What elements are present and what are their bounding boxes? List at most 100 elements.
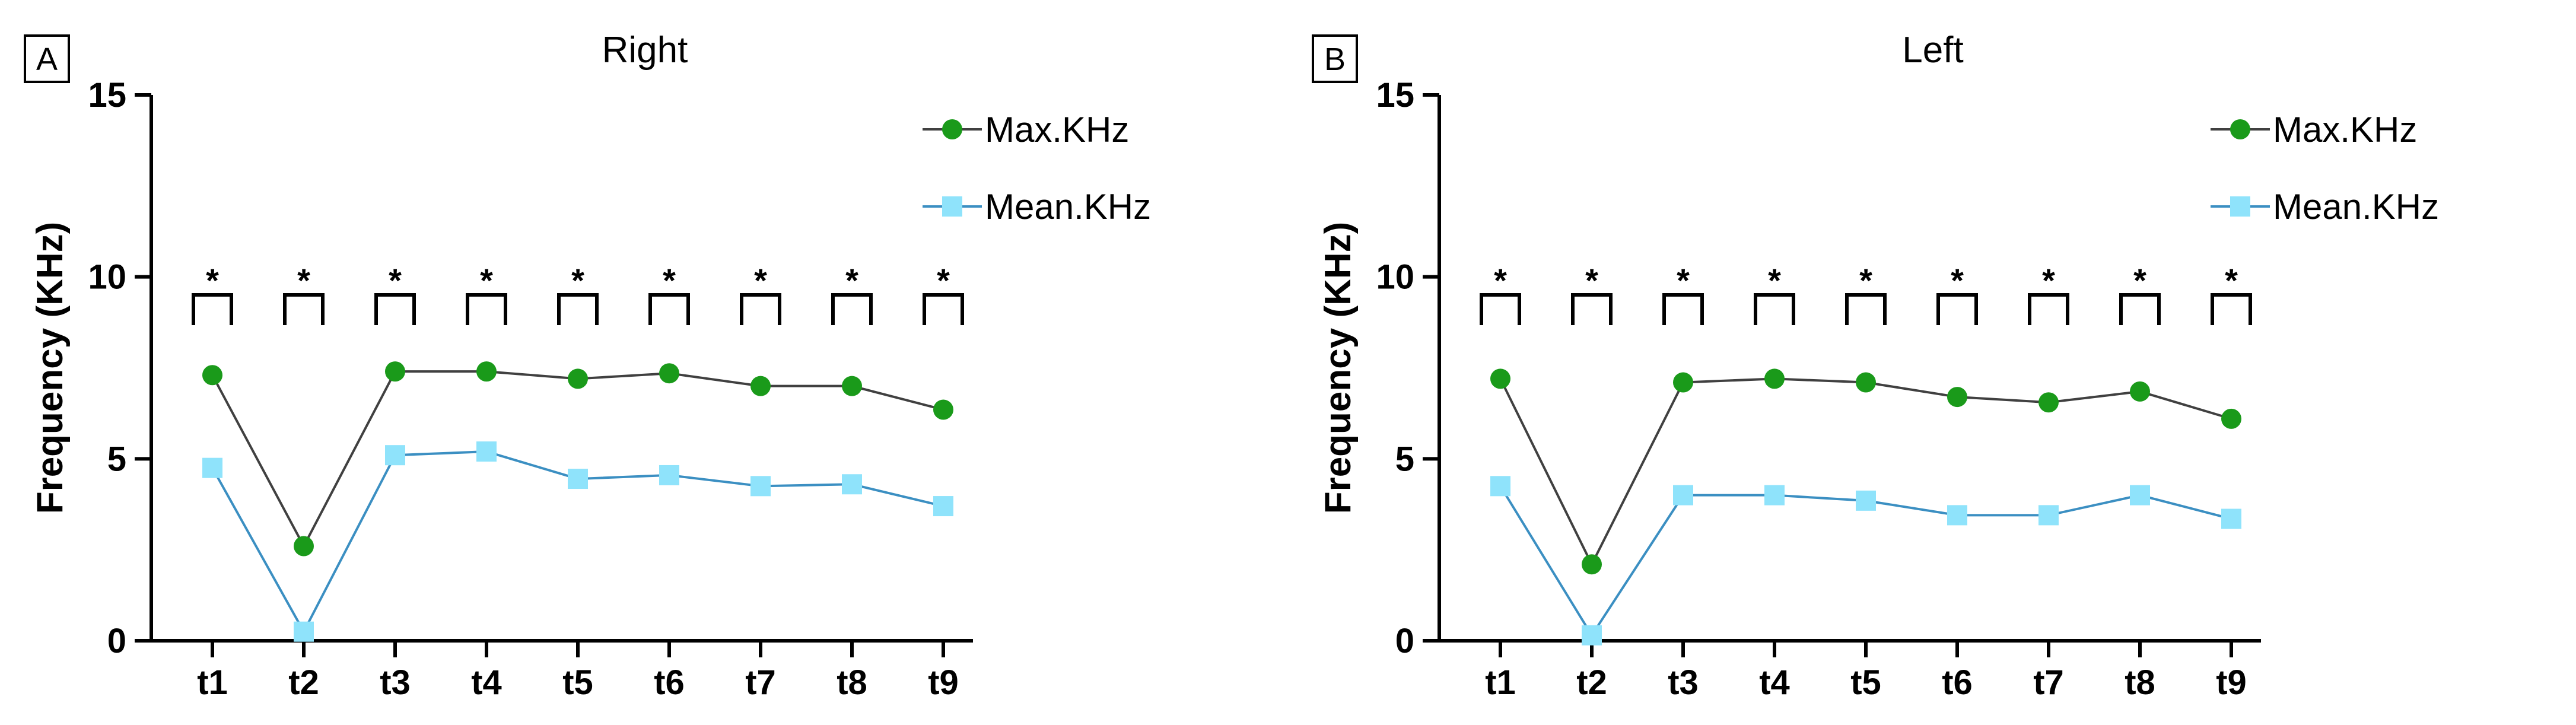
y-axis-label: Frequency (KHz) bbox=[30, 222, 71, 514]
data-point-mean bbox=[1582, 625, 1602, 645]
chart-title: Left bbox=[1902, 30, 1963, 71]
significance-bracket bbox=[740, 293, 781, 325]
data-point-mean bbox=[1947, 505, 1967, 526]
significance-star: * bbox=[937, 262, 950, 299]
legend-label: Mean.KHz bbox=[985, 187, 1151, 227]
data-point-mean bbox=[294, 621, 314, 642]
data-point-max bbox=[842, 376, 862, 396]
x-tick-label: t3 bbox=[380, 663, 411, 702]
significance-star: * bbox=[2133, 262, 2146, 299]
x-tick-label: t2 bbox=[1576, 663, 1607, 702]
significance-bracket bbox=[374, 293, 416, 325]
x-tick-label: t5 bbox=[562, 663, 593, 702]
significance-bracket bbox=[1754, 293, 1795, 325]
significance-bracket bbox=[2119, 293, 2161, 325]
panel-label-box bbox=[24, 34, 70, 83]
legend-marker-max bbox=[2230, 119, 2250, 139]
data-point-mean bbox=[1673, 485, 1693, 505]
data-point-mean bbox=[202, 457, 222, 478]
significance-bracket bbox=[831, 293, 873, 325]
data-point-max bbox=[1582, 554, 1602, 575]
significance-star: * bbox=[845, 262, 858, 299]
y-tick-label: 15 bbox=[1376, 76, 1414, 115]
data-point-mean bbox=[1490, 476, 1510, 497]
data-point-mean bbox=[750, 476, 771, 497]
significance-star: * bbox=[1768, 262, 1781, 299]
significance-star: * bbox=[571, 262, 584, 299]
data-point-max bbox=[1673, 372, 1693, 393]
significance-bracket bbox=[2211, 293, 2252, 325]
data-point-max bbox=[294, 536, 314, 557]
y-tick-label: 5 bbox=[1395, 440, 1414, 478]
x-tick-label: t1 bbox=[197, 663, 228, 702]
significance-bracket bbox=[557, 293, 599, 325]
legend-label: Max.KHz bbox=[985, 110, 1129, 150]
x-tick-label: t2 bbox=[288, 663, 319, 702]
significance-bracket bbox=[1662, 293, 1704, 325]
data-point-mean bbox=[2221, 508, 2241, 529]
data-point-max bbox=[476, 361, 497, 382]
significance-star: * bbox=[389, 262, 402, 299]
significance-bracket bbox=[192, 293, 233, 325]
significance-bracket bbox=[1571, 293, 1613, 325]
significance-star: * bbox=[206, 262, 219, 299]
y-tick-label: 10 bbox=[88, 258, 126, 297]
legend-marker-max bbox=[942, 119, 962, 139]
x-tick-label: t3 bbox=[1668, 663, 1699, 702]
y-tick-label: 0 bbox=[107, 622, 126, 660]
significance-star: * bbox=[297, 262, 310, 299]
significance-star: * bbox=[1585, 262, 1598, 299]
data-point-mean bbox=[568, 469, 588, 489]
chart-title: Right bbox=[602, 30, 688, 71]
x-tick-label: t6 bbox=[1942, 663, 1973, 702]
y-tick-label: 0 bbox=[1395, 622, 1414, 660]
x-tick-label: t7 bbox=[2033, 663, 2064, 702]
significance-bracket bbox=[283, 293, 325, 325]
significance-star: * bbox=[2042, 262, 2055, 299]
y-tick-label: 10 bbox=[1376, 258, 1414, 297]
data-point-max bbox=[202, 365, 222, 386]
legend-marker-mean bbox=[2230, 196, 2250, 217]
chart-panel-left: B Left Frequency (KHz) 0 5 10 15 t1 t2 t3 t4 t5 t6 t7… bbox=[1312, 30, 2439, 702]
data-point-max bbox=[568, 368, 588, 389]
panel-label: B bbox=[1324, 42, 1346, 77]
significance-bracket bbox=[1480, 293, 1521, 325]
x-tick-label: t5 bbox=[1850, 663, 1881, 702]
significance-bracket bbox=[2028, 293, 2069, 325]
x-tick-label: t7 bbox=[745, 663, 776, 702]
significance-star: * bbox=[754, 262, 767, 299]
data-point-max bbox=[2038, 392, 2059, 413]
significance-bracket bbox=[1845, 293, 1887, 325]
significance-star: * bbox=[2225, 262, 2238, 299]
legend-marker-mean bbox=[942, 196, 962, 217]
significance-bracket bbox=[1936, 293, 1978, 325]
significance-star: * bbox=[1677, 262, 1690, 299]
panel-label-box bbox=[1312, 34, 1358, 83]
data-point-mean bbox=[385, 445, 405, 466]
x-tick-label: t9 bbox=[928, 663, 959, 702]
x-tick-label: t4 bbox=[1759, 663, 1790, 702]
y-tick-label: 15 bbox=[88, 76, 126, 115]
data-point-max bbox=[750, 376, 771, 396]
data-point-mean bbox=[933, 496, 953, 517]
x-tick-label: t8 bbox=[837, 663, 867, 702]
significance-star: * bbox=[663, 262, 676, 299]
series-line-max bbox=[1499, 377, 2232, 567]
data-point-max bbox=[2130, 381, 2150, 402]
data-point-max bbox=[2221, 408, 2241, 429]
data-point-mean bbox=[2130, 485, 2150, 505]
data-point-max bbox=[1764, 368, 1785, 389]
legend-label: Max.KHz bbox=[2273, 110, 2417, 150]
x-tick-label: t4 bbox=[471, 663, 502, 702]
x-tick-label: t1 bbox=[1485, 663, 1516, 702]
series-line-max bbox=[211, 370, 944, 549]
legend-label: Mean.KHz bbox=[2273, 187, 2439, 227]
significance-bracket bbox=[648, 293, 690, 325]
significance-bracket bbox=[466, 293, 507, 325]
y-axis-label: Frequency (KHz) bbox=[1318, 222, 1359, 514]
data-point-mean bbox=[842, 474, 862, 495]
chart-panel-right: A Right Frequency (KHz) 0 5 10 15 t1 t2 t3 t4 t5 t6 t… bbox=[24, 30, 1151, 702]
data-point-mean bbox=[2038, 505, 2059, 526]
significance-star: * bbox=[1494, 262, 1507, 299]
